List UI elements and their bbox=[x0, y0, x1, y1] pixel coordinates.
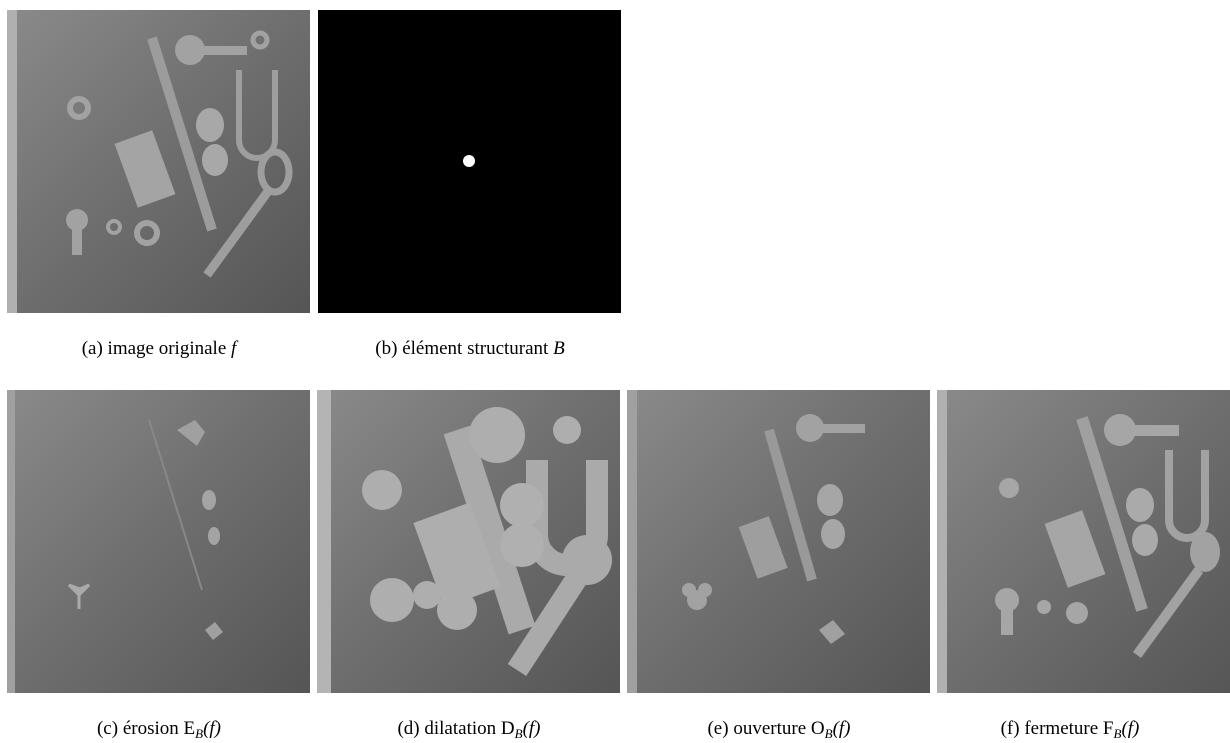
caption-text: élément structurant bbox=[402, 338, 548, 359]
caption-operator: O bbox=[811, 718, 825, 739]
caption: (e) ouverture OB(f) bbox=[619, 718, 939, 740]
caption-text: ouverture bbox=[733, 718, 806, 739]
image-closing bbox=[937, 390, 1230, 693]
caption-label: (d) bbox=[397, 718, 419, 739]
caption-argument: (f) bbox=[1121, 718, 1139, 739]
image-structuring-element bbox=[318, 10, 621, 313]
caption-operator: E bbox=[184, 718, 196, 739]
caption-subscript: B bbox=[195, 726, 203, 741]
caption-math: f bbox=[231, 338, 236, 359]
caption-label: (a) bbox=[82, 338, 103, 359]
caption: (f) fermeture FB(f) bbox=[910, 718, 1230, 740]
caption-text: image originale bbox=[108, 338, 227, 359]
caption-argument: (f) bbox=[523, 718, 541, 739]
image-erosion bbox=[7, 390, 310, 693]
image-dilation bbox=[317, 390, 620, 693]
caption-argument: (f) bbox=[833, 718, 851, 739]
image-opening bbox=[627, 390, 930, 693]
caption-operator: F bbox=[1103, 718, 1114, 739]
caption-label: (e) bbox=[707, 718, 728, 739]
caption-argument: (f) bbox=[203, 718, 221, 739]
caption-label: (f) bbox=[1001, 718, 1020, 739]
caption-math: B bbox=[553, 338, 565, 359]
page: {"figures": [ {"label": "(a)", "text": "… bbox=[0, 0, 1230, 743]
caption-subscript: B bbox=[515, 726, 523, 741]
caption-label: (b) bbox=[375, 338, 397, 359]
caption-operator: D bbox=[501, 718, 515, 739]
caption-text: dilatation bbox=[424, 718, 496, 739]
caption: (b) élément structurant B bbox=[310, 338, 630, 360]
caption: (a) image originale f bbox=[0, 338, 319, 360]
image-original bbox=[7, 10, 310, 313]
caption-text: érosion bbox=[123, 718, 179, 739]
caption: (d) dilatation DB(f) bbox=[309, 718, 629, 740]
caption-text: fermeture bbox=[1024, 718, 1098, 739]
caption: (c) érosion EB(f) bbox=[0, 718, 319, 740]
caption-label: (c) bbox=[97, 718, 118, 739]
caption-subscript: B bbox=[825, 726, 833, 741]
